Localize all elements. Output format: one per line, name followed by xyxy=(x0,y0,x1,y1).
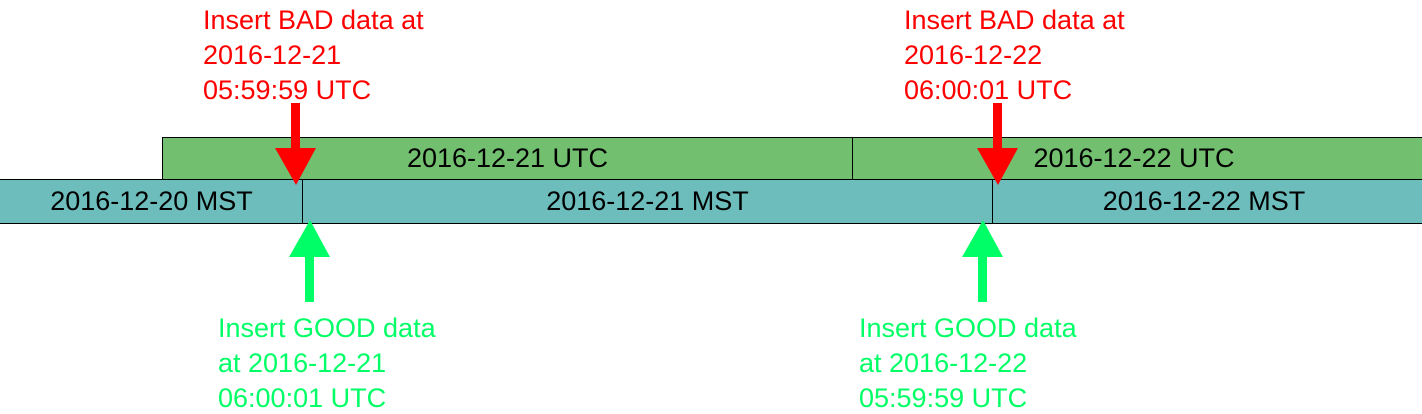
note-line: 2016-12-22 xyxy=(904,40,1043,70)
note-line: Insert BAD data at xyxy=(904,5,1125,35)
utc-segment-2016-12-22: 2016-12-22 UTC xyxy=(852,137,1422,180)
note-line: 06:00:01 UTC xyxy=(904,75,1073,105)
mst-segment-label: 2016-12-21 MST xyxy=(546,186,749,216)
good-insert-note-2016-12-22: Insert GOOD data at 2016-12-22 05:59:59 … xyxy=(859,311,1077,414)
note-line: Insert BAD data at xyxy=(203,5,424,35)
mst-segment-2016-12-22: 2016-12-22 MST xyxy=(992,179,1422,224)
utc-segment-label: 2016-12-22 UTC xyxy=(1033,143,1235,173)
mst-segment-label: 2016-12-22 MST xyxy=(1102,186,1306,216)
note-line: 05:59:59 UTC xyxy=(859,383,1028,413)
mst-segment-2016-12-21: 2016-12-21 MST xyxy=(302,179,993,224)
note-line: at 2016-12-21 xyxy=(218,348,387,378)
note-line: Insert GOOD data xyxy=(859,313,1077,343)
note-line: Insert GOOD data xyxy=(218,313,436,343)
note-line: 2016-12-21 xyxy=(203,40,342,70)
up-arrow-icon xyxy=(961,220,1005,302)
note-line: at 2016-12-22 xyxy=(859,348,1028,378)
utc-segment-label: 2016-12-21 UTC xyxy=(406,143,609,173)
down-arrow-icon xyxy=(976,103,1020,185)
note-line: 05:59:59 UTC xyxy=(203,75,372,105)
utc-segment-2016-12-21: 2016-12-21 UTC xyxy=(162,137,853,180)
mst-segment-2016-12-20: 2016-12-20 MST xyxy=(0,179,303,224)
good-insert-note-2016-12-21: Insert GOOD data at 2016-12-21 06:00:01 … xyxy=(218,311,436,414)
bad-insert-note-2016-12-21: Insert BAD data at 2016-12-21 05:59:59 U… xyxy=(203,3,424,108)
mst-segment-label: 2016-12-20 MST xyxy=(50,186,253,216)
bad-insert-note-2016-12-22: Insert BAD data at 2016-12-22 06:00:01 U… xyxy=(904,3,1125,108)
up-arrow-icon xyxy=(288,220,332,302)
down-arrow-icon xyxy=(274,103,318,185)
note-line: 06:00:01 UTC xyxy=(218,383,387,413)
